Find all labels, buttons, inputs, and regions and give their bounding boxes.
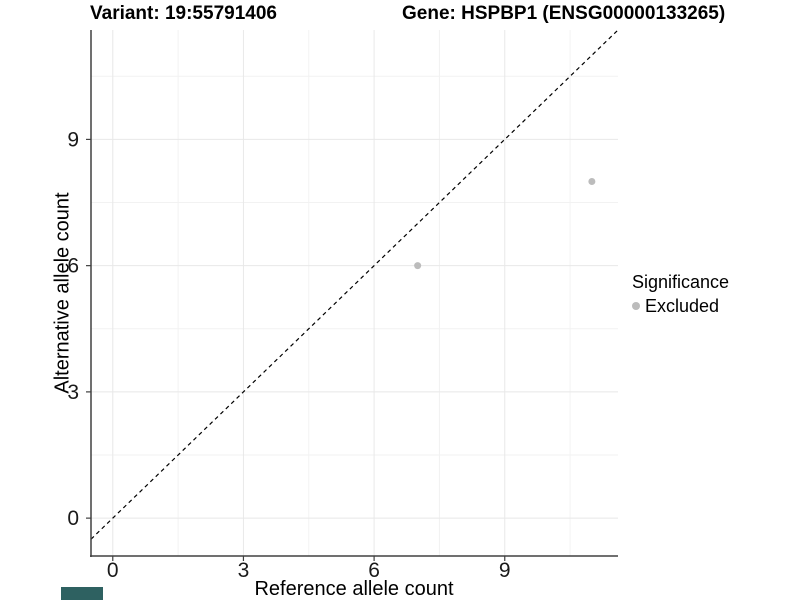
x-tick-label: 0 (107, 559, 119, 582)
gene-title: Gene: HSPBP1 (ENSG00000133265) (402, 3, 726, 24)
x-tick-label: 9 (499, 559, 511, 582)
x-tick-label: 3 (238, 559, 250, 582)
legend-item-label: Excluded (645, 296, 720, 316)
corner-artifact (61, 587, 103, 600)
y-tick-label: 6 (67, 255, 79, 278)
variant-title: Variant: 19:55791406 (90, 3, 277, 24)
x-axis-title: Reference allele count (254, 578, 454, 600)
y-tick-label: 9 (67, 128, 79, 151)
data-point (588, 177, 596, 185)
y-tick-label: 0 (67, 507, 79, 530)
legend-items: Excluded (632, 296, 729, 316)
x-tick-label: 6 (368, 559, 380, 582)
identity-line (90, 29, 619, 540)
legend-title: Significance (632, 272, 730, 292)
y-tick-label: 3 (67, 381, 79, 404)
legend: Significance Excluded (632, 272, 729, 316)
y-axis-title: Alternative allele count (51, 192, 74, 394)
legend-item: Excluded (632, 296, 729, 316)
data-point (414, 262, 422, 270)
legend-point-icon (632, 302, 640, 310)
